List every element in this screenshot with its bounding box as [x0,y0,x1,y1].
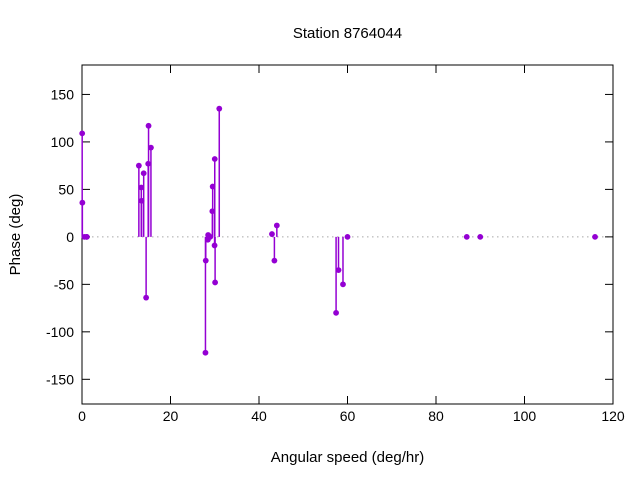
data-point [340,281,346,288]
data-point [143,294,150,301]
data-point [79,130,86,137]
y-tick-label: -150 [46,371,74,387]
data-point [202,257,209,264]
data-point [333,309,339,316]
y-tick-label: 50 [58,181,74,197]
y-tick-label: 100 [51,134,75,150]
data-point [592,233,598,240]
x-tick-label: 20 [163,408,179,424]
y-tick-label: -50 [54,276,74,292]
data-point [148,144,154,151]
x-axis-label: Angular speed (deg/hr) [271,449,424,466]
chart-layers: 0 20 40 60 80 100 120 -150 -100 -50 0 50 100 150 [46,64,625,424]
data-point [138,184,145,191]
data-point [207,233,214,240]
data-point [211,156,218,162]
data-point [463,233,470,240]
data-point [269,231,275,237]
y-tick-label: -100 [46,324,74,340]
data-point [477,233,484,240]
data-point [273,222,280,229]
x-tick-label: 80 [428,408,444,424]
data-point [335,267,342,274]
x-tick-label: 100 [513,408,537,424]
data-point [145,122,152,129]
data-point [271,257,278,264]
data-point [209,208,216,215]
data-point [79,199,86,206]
data-point [202,349,209,356]
data-point [83,233,90,240]
data-point [135,162,142,169]
x-tick-label: 60 [340,408,356,424]
y-tick-label: 0 [66,229,74,245]
data-point [211,242,218,249]
data-point [216,105,223,112]
x-tick-label: 0 [78,408,86,424]
data-point [138,197,145,204]
y-tick-label: 150 [51,86,75,102]
data-point [344,233,351,240]
data-point [145,160,152,167]
y-axis-label: Phase (deg) [7,194,24,276]
x-tick-label: 120 [601,408,625,424]
x-tick-label: 40 [251,408,267,424]
chart-title: Station 8764044 [293,25,402,42]
data-point [140,170,147,177]
data-point [209,183,216,190]
data-point [212,279,219,286]
